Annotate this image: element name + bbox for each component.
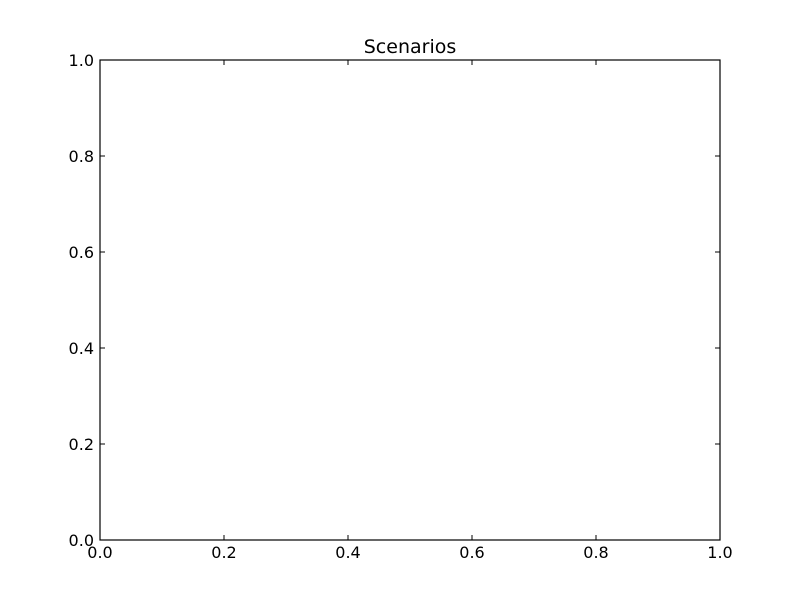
y-axis: 0.0 0.2 0.4 0.6 0.8 1.0 xyxy=(69,51,720,550)
x-tick-label: 0.4 xyxy=(335,543,360,562)
x-tick-label: 0.0 xyxy=(87,543,112,562)
x-tick-label: 1.0 xyxy=(707,543,732,562)
plot-area xyxy=(99,59,721,541)
y-tick-label: 0.2 xyxy=(69,435,94,454)
x-tick-label: 0.8 xyxy=(583,543,608,562)
y-tick-label: 0.8 xyxy=(69,147,94,166)
x-tick-label: 0.6 xyxy=(459,543,484,562)
y-tick-label: 0.4 xyxy=(69,339,94,358)
x-axis: 0.0 0.2 0.4 0.6 0.8 1.0 xyxy=(87,60,733,562)
y-tick-label: 0.6 xyxy=(69,243,94,262)
y-tick-label: 0.0 xyxy=(69,531,94,550)
y-tick-label: 1.0 xyxy=(69,51,94,70)
chart-title: Scenarios xyxy=(364,36,457,58)
x-tick-label: 0.2 xyxy=(211,543,236,562)
